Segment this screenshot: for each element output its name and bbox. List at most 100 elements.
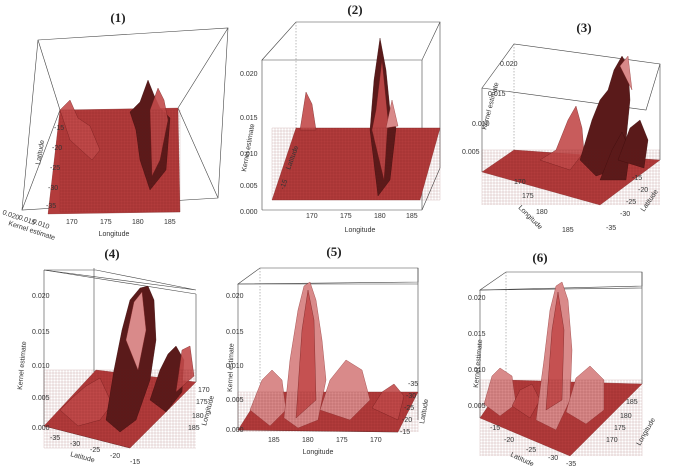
panel-3-y-tick-3: -25 <box>626 199 636 206</box>
panel-1-x-tick-4: 185 <box>164 219 176 226</box>
panel-5-z-tick-1: 0.020 <box>226 293 244 300</box>
panel-1: (1) 170 175 180 185 Longitude -15 -20 -2… <box>1 10 229 242</box>
panel-4-x-tick-1: -35 <box>50 435 60 442</box>
panel-5-z-tick-5: 0.000 <box>226 427 244 434</box>
panel-3-z-tick-4: 0.005 <box>462 149 480 156</box>
panel-1-y-tick-4: -30 <box>48 185 58 192</box>
panel-3: (3) 170 175 180 185 Longitude -15 -20 -2… <box>462 20 661 234</box>
panel-4-x-tick-5: -15 <box>130 459 140 466</box>
panel-6-wireframe <box>479 379 643 456</box>
panel-4-wireframe <box>43 369 196 449</box>
panel-4-z-tick-5: 0.000 <box>32 425 50 432</box>
panel-5-z-tick-3: 0.010 <box>226 363 244 370</box>
panel-5-z-label: Kernel estimate <box>227 343 236 392</box>
panel-1-x-tick-2: 175 <box>100 219 112 226</box>
panel-5-wireframe <box>237 391 419 432</box>
panel-2-x-label: Longitude <box>345 227 376 234</box>
panel-3-z-tick-3: 0.010 <box>472 121 490 128</box>
panel-1-box <box>21 27 229 211</box>
panel-1-y-tick-1: -15 <box>54 125 64 132</box>
panel-5-z-tick-2: 0.015 <box>226 329 244 336</box>
panel-6-x-tick-3: -25 <box>526 447 536 454</box>
panel-1-x-label: Longitude <box>99 231 130 238</box>
panel-3-y-tick-1: -15 <box>632 175 642 182</box>
panel-6-y-tick-2: 180 <box>620 413 632 420</box>
panel-4-z-tick-4: 0.005 <box>32 395 50 402</box>
panel-3-wireframe <box>481 149 660 205</box>
panel-3-x-tick-2: 175 <box>522 193 534 200</box>
panel-4: (4) 0.020 0.015 0.010 0.005 0.000 Kernel… <box>17 246 216 466</box>
panel-4-surface <box>43 285 197 449</box>
panel-2-x-tick-2: 175 <box>340 213 352 220</box>
panel-4-y-tick-2: 175 <box>196 399 208 406</box>
panel-1-y-tick-2: -20 <box>52 145 62 152</box>
panel-3-x-tick-1: 170 <box>514 179 526 186</box>
panel-5-y-tick-4: -20 <box>402 417 412 424</box>
panel-6-x-tick-5: -35 <box>566 461 576 468</box>
panel-2-z-tick-4: 0.005 <box>240 183 258 190</box>
panel-5-x-tick-3: 175 <box>336 437 348 444</box>
panel-5-z-tick-4: 0.005 <box>226 397 244 404</box>
panel-3-y-tick-4: -30 <box>620 211 630 218</box>
panel-4-z-label: Kernel estimate <box>17 341 28 390</box>
panel-5-y-tick-2: -30 <box>406 393 416 400</box>
panel-6-z-tick-1: 0.020 <box>468 295 486 302</box>
panel-2-z-tick-1: 0.020 <box>240 71 258 78</box>
panel-3-z-label: Kernel estimate <box>481 82 500 131</box>
panel-4-x-tick-3: -25 <box>90 447 100 454</box>
panel-3-z-tick-1: 0.020 <box>500 61 518 68</box>
panel-6-z-label: Kernel estimate <box>473 339 484 388</box>
panel-5-x-tick-2: 180 <box>302 437 314 444</box>
panel-5-y-tick-1: -35 <box>408 381 418 388</box>
panel-6: (6) 0.020 0.015 0.010 0.005 Kernel estim… <box>468 250 657 468</box>
panel-3-x-tick-3: 180 <box>536 209 548 216</box>
panel-1-x-tick-1: 170 <box>66 219 78 226</box>
panel-2-x-tick-4: 185 <box>406 213 418 220</box>
panel-6-x-tick-2: -20 <box>504 437 514 444</box>
panel-3-z-tick-2: 0.015 <box>488 91 506 98</box>
panel-4-y-tick-1: 170 <box>198 387 210 394</box>
panel-6-z-tick-4: 0.005 <box>468 403 486 410</box>
panel-2-y-tick-1: -15 <box>279 179 289 191</box>
panel-2-z-tick-5: 0.000 <box>240 209 258 216</box>
panel-1-x-tick-3: 180 <box>132 219 144 226</box>
panel-2: (2) 170 175 180 185 Longitude 0.020 0.01… <box>240 2 441 234</box>
panel-6-y-tick-4: 170 <box>606 437 618 444</box>
panel-6-z-tick-3: 0.010 <box>468 367 486 374</box>
panel-1-y-tick-5: -35 <box>46 203 56 210</box>
panel-2-z-tick-3: 0.010 <box>240 151 258 158</box>
panel-3-box <box>481 43 661 172</box>
panel-1-wireframe <box>59 109 181 213</box>
panel-6-y-tick-1: 185 <box>626 399 638 406</box>
panel-5-x-tick-4: 170 <box>370 437 382 444</box>
panel-3-surface <box>481 55 661 206</box>
panel-1-y-label: Latitude <box>35 139 46 165</box>
panel-4-title: (4) <box>104 246 119 261</box>
panel-1-title: (1) <box>110 10 125 25</box>
panel-4-z-tick-2: 0.015 <box>32 329 50 336</box>
panel-2-x-tick-3: 180 <box>374 213 386 220</box>
panel-1-y-tick-3: -25 <box>50 165 60 172</box>
panel-3-y-tick-2: -20 <box>638 187 648 194</box>
panel-6-x-tick-4: -30 <box>548 455 558 462</box>
panel-5-y-tick-3: -25 <box>404 405 414 412</box>
panel-3-y-tick-5: -35 <box>606 225 616 232</box>
panel-4-x-tick-2: -30 <box>70 441 80 448</box>
panel-2-x-tick-1: 170 <box>306 213 318 220</box>
panel-5-y-label: Latitude <box>419 398 430 424</box>
panel-6-y-tick-3: 175 <box>614 425 626 432</box>
panel-5: (5) 0.020 0.015 0.010 0.005 0.000 Kernel… <box>226 244 430 456</box>
panel-5-y-tick-5: -15 <box>400 429 410 436</box>
panel-5-x-tick-1: 185 <box>268 437 280 444</box>
panel-4-z-tick-1: 0.020 <box>32 293 50 300</box>
panel-2-z-label: Kernel estimate <box>241 123 256 172</box>
panel-4-x-tick-4: -20 <box>110 453 120 460</box>
panel-6-z-tick-2: 0.015 <box>468 331 486 338</box>
panel-5-x-label: Longitude <box>303 449 334 456</box>
panel-3-x-tick-4: 185 <box>562 227 574 234</box>
panel-6-title: (6) <box>532 250 547 265</box>
panel-4-z-tick-3: 0.010 <box>32 363 50 370</box>
panel-6-x-tick-1: -15 <box>490 425 500 432</box>
panel-3-title: (3) <box>576 20 591 35</box>
